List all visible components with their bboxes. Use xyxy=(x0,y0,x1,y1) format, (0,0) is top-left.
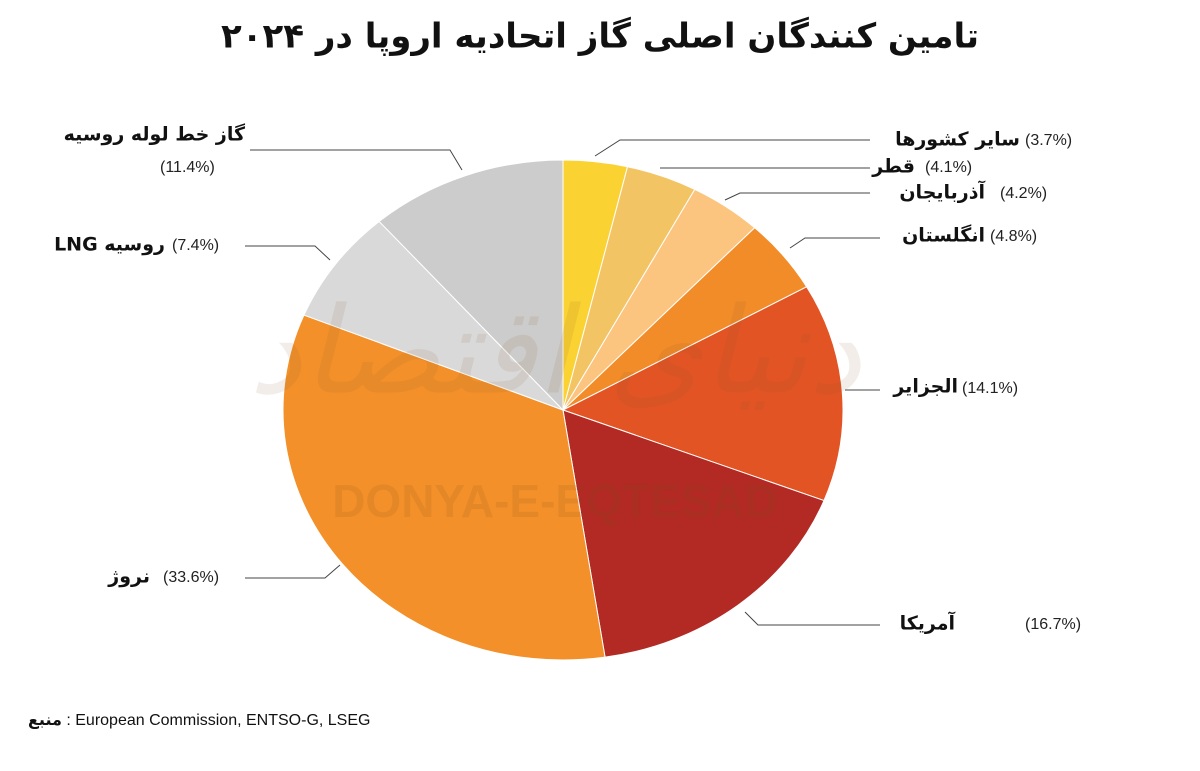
category-label: آمریکا xyxy=(900,611,956,635)
category-label: الجزایر xyxy=(892,376,958,398)
slice xyxy=(561,286,844,502)
value-label: (4.2%) xyxy=(1000,185,1047,202)
value-label: (11.4%) xyxy=(160,159,215,176)
source-text: : European Commission, ENTSO-G, LSEG xyxy=(66,712,371,729)
source: منبع : European Commission, ENTSO-G, LSE… xyxy=(28,710,370,730)
category-label: آذربایجان xyxy=(899,180,985,204)
value-label: (4.1%) xyxy=(925,159,972,176)
leader-line xyxy=(245,564,341,579)
category-label: گاز خط لوله روسیه xyxy=(64,123,246,146)
slice xyxy=(378,159,564,412)
category-label: انگلستان xyxy=(902,224,985,247)
chart: تامین کنندگان اصلی گاز اتحادیه اروپا در … xyxy=(54,17,1081,661)
value-label: (4.8%) xyxy=(990,228,1037,245)
leader-line xyxy=(245,245,331,261)
leader-line xyxy=(789,237,880,249)
leader-line xyxy=(744,611,880,626)
category-label: قطر xyxy=(871,156,915,178)
value-label: (33.6%) xyxy=(163,569,219,586)
category-label: LNG روسیه xyxy=(54,234,165,256)
value-label: (7.4%) xyxy=(172,237,219,254)
source-label: منبع xyxy=(28,710,62,729)
slice xyxy=(562,409,825,658)
leader-line xyxy=(594,139,870,157)
slice xyxy=(282,314,606,661)
chart-title: تامین کنندگان اصلی گاز اتحادیه اروپا در … xyxy=(221,17,979,57)
slice xyxy=(303,220,564,411)
category-label: سایر کشورها xyxy=(895,129,1020,151)
watermark: DONYA-E-EQTESAD xyxy=(332,475,778,527)
watermark: دنیای اقتصاد xyxy=(249,283,862,422)
category-label: نروژ xyxy=(107,566,150,588)
value-label: (16.7%) xyxy=(1025,616,1081,633)
value-label: (14.1%) xyxy=(962,380,1018,397)
leader-line xyxy=(724,192,870,201)
leader-line xyxy=(250,149,463,171)
value-label: (3.7%) xyxy=(1025,132,1072,149)
